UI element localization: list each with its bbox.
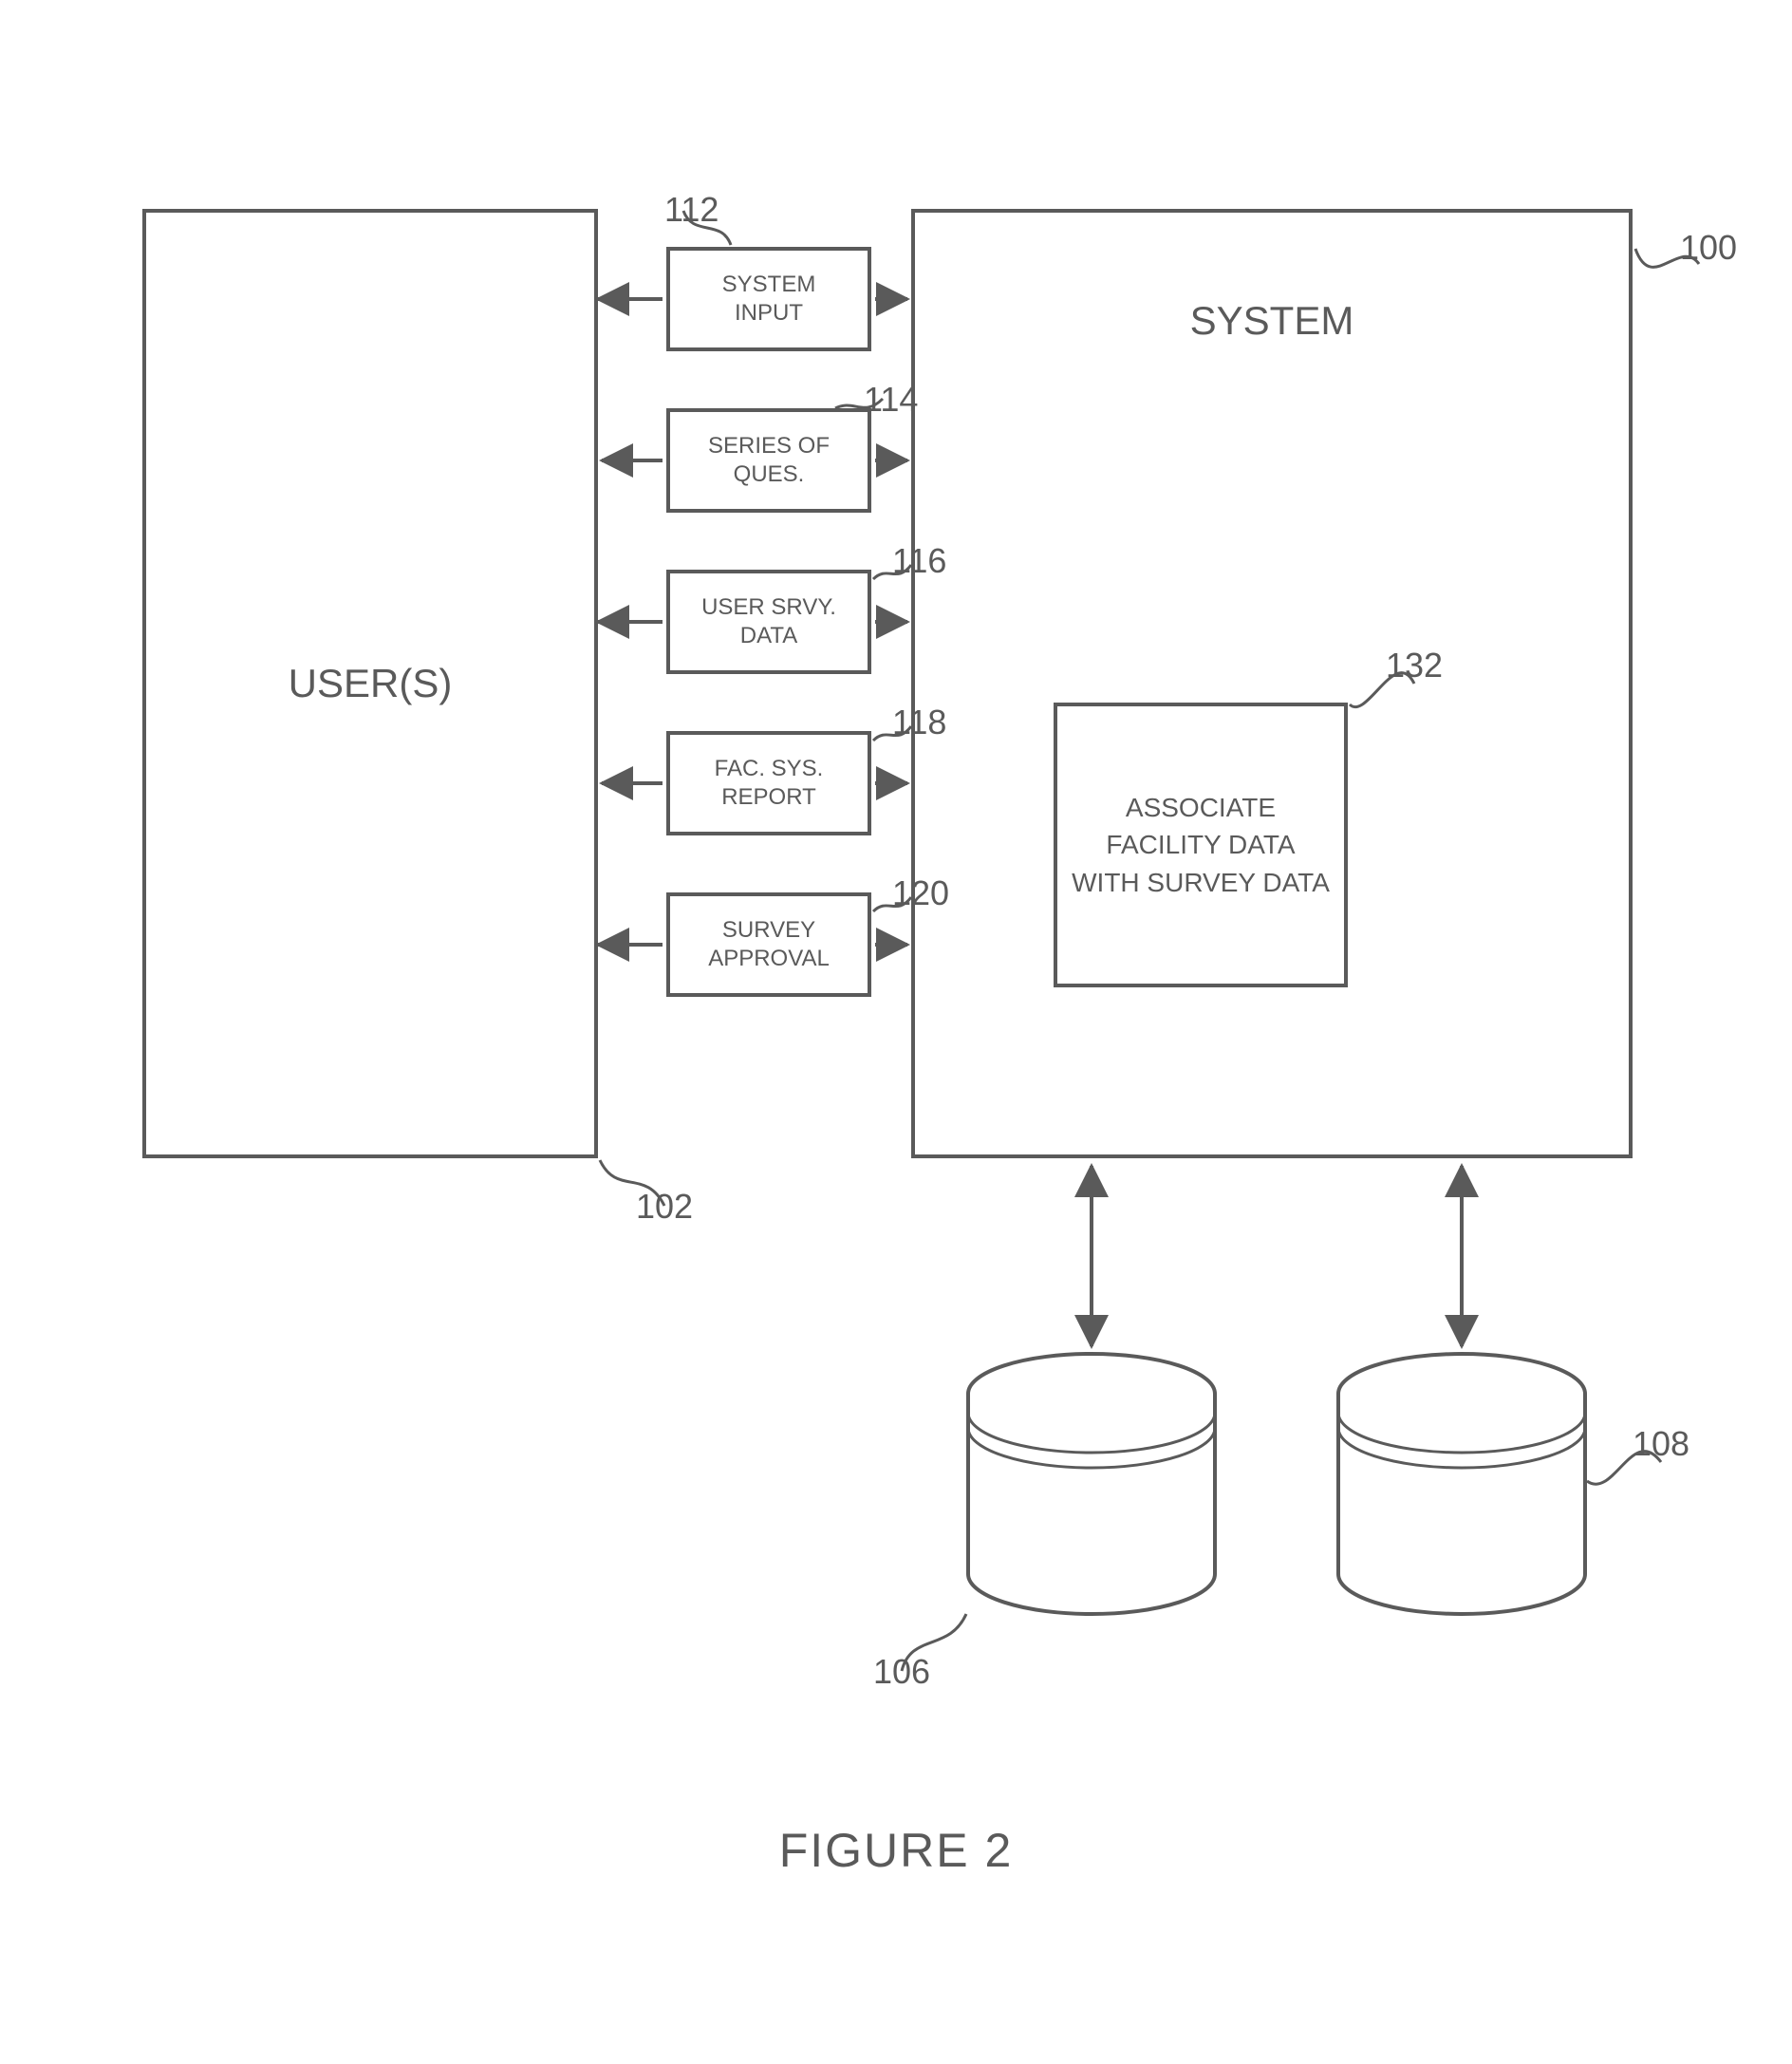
ref-118: 118 xyxy=(892,703,946,742)
system-label: SYSTEM xyxy=(1190,298,1354,344)
system-input-label: SYSTEM INPUT xyxy=(722,271,816,328)
user-storage-label: USER DATA STORAGE xyxy=(1338,1457,1585,1522)
ref-112: 112 xyxy=(664,190,719,230)
ref-106: 106 xyxy=(873,1652,930,1692)
users-label: USER(S) xyxy=(289,661,453,706)
system-block: SYSTEM xyxy=(911,209,1633,1158)
users-block: USER(S) xyxy=(142,209,598,1158)
series-of-ques-box: SERIES OF QUES. xyxy=(666,408,871,513)
ref-120: 120 xyxy=(892,873,949,913)
diagram-canvas: USER(S) SYSTEM ASSOCIATE FACILITY DATA W… xyxy=(0,0,1792,2064)
ref-100: 100 xyxy=(1680,228,1737,268)
ref-132: 132 xyxy=(1386,646,1443,685)
series-of-ques-label: SERIES OF QUES. xyxy=(708,432,830,489)
fac-storage-label: FACILITIES SYSTEM STORAGE xyxy=(968,1443,1215,1539)
fac-sys-report-box: FAC. SYS. REPORT xyxy=(666,731,871,835)
fac-sys-report-label: FAC. SYS. REPORT xyxy=(715,755,824,812)
figure-title: FIGURE 2 xyxy=(0,1823,1792,1878)
user-srvy-data-box: USER SRVY. DATA xyxy=(666,570,871,674)
ref-114: 114 xyxy=(864,380,918,420)
ref-108: 108 xyxy=(1633,1424,1689,1464)
system-input-box: SYSTEM INPUT xyxy=(666,247,871,351)
associate-block: ASSOCIATE FACILITY DATA WITH SURVEY DATA xyxy=(1054,703,1348,987)
ref-116: 116 xyxy=(892,541,946,581)
associate-label: ASSOCIATE FACILITY DATA WITH SURVEY DATA xyxy=(1072,789,1330,901)
user-srvy-data-label: USER SRVY. DATA xyxy=(701,593,836,650)
survey-approval-label: SURVEY APPROVAL xyxy=(708,916,830,973)
ref-102: 102 xyxy=(636,1187,693,1227)
survey-approval-box: SURVEY APPROVAL xyxy=(666,892,871,997)
